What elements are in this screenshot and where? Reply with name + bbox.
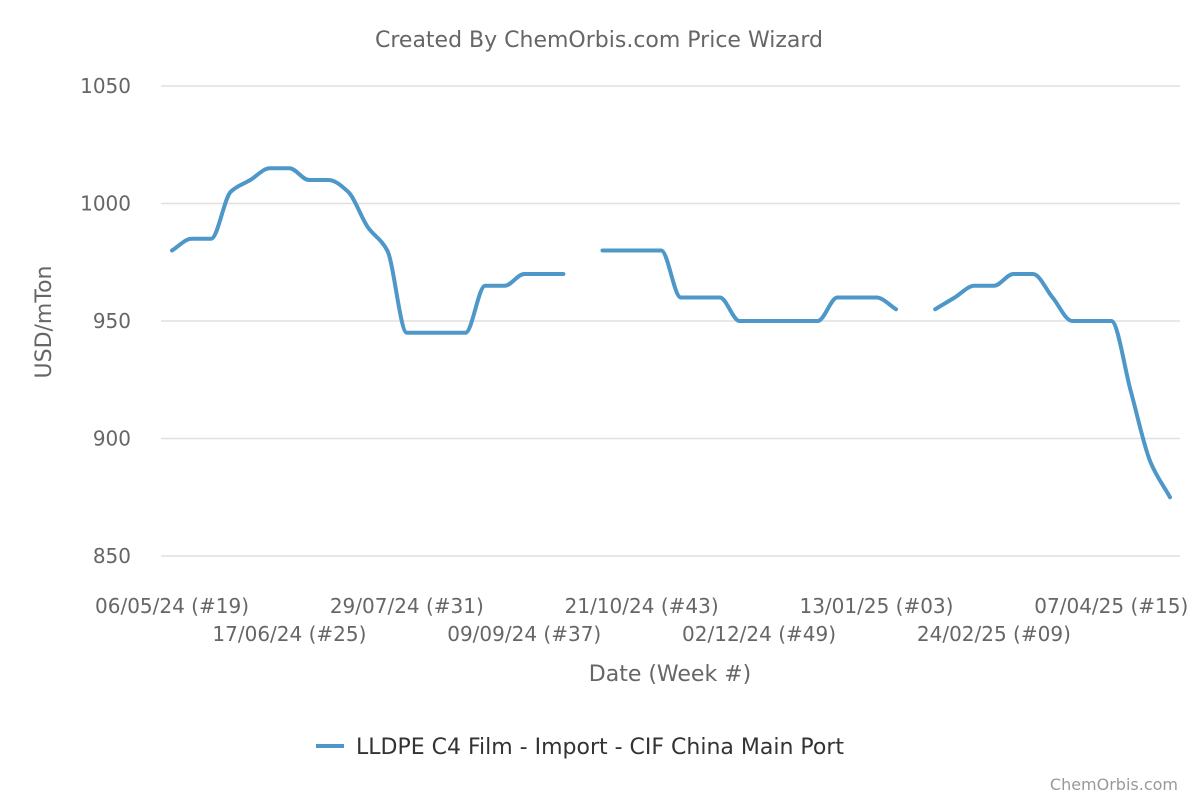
y-tick-label: 1050	[80, 74, 131, 98]
x-axis-title: Date (Week #)	[589, 662, 751, 687]
series-line-segment[interactable]	[933, 272, 1172, 500]
x-tick-label: 21/10/24 (#43)	[565, 594, 719, 618]
series-line-segment[interactable]	[600, 248, 899, 323]
x-tick-label: 13/01/25 (#03)	[799, 594, 953, 618]
x-tick-label: 09/09/24 (#37)	[447, 622, 601, 646]
x-tick-label: 06/05/24 (#19)	[95, 594, 249, 618]
y-tick-label: 900	[93, 427, 131, 451]
legend[interactable]: LLDPE C4 Film - Import - CIF China Main …	[316, 735, 844, 760]
x-tick-label: 17/06/24 (#25)	[212, 622, 366, 646]
x-axis-ticks: 06/05/24 (#19) 17/06/24 (#25) 29/07/24 (#3…	[95, 594, 1188, 646]
legend-item-label: LLDPE C4 Film - Import - CIF China Main …	[356, 735, 844, 760]
y-axis-title: USD/mTon	[32, 266, 57, 379]
series-line-segment[interactable]	[170, 166, 566, 335]
y-tick-label: 1000	[80, 192, 131, 216]
gridlines	[161, 85, 1180, 557]
x-tick-label: 07/04/25 (#15)	[1034, 594, 1188, 618]
y-tick-label: 850	[93, 544, 131, 568]
chart-credit[interactable]: ChemOrbis.com	[1050, 775, 1178, 794]
x-tick-label: 29/07/24 (#31)	[330, 594, 484, 618]
series-layer	[170, 166, 1172, 500]
chart-title: Created By ChemOrbis.com Price Wizard	[375, 28, 823, 53]
y-tick-label: 950	[93, 309, 131, 333]
y-axis-ticks: 850 900 950 1000 1050	[80, 74, 131, 568]
x-tick-label: 24/02/25 (#09)	[917, 622, 1071, 646]
x-tick-label: 02/12/24 (#49)	[682, 622, 836, 646]
